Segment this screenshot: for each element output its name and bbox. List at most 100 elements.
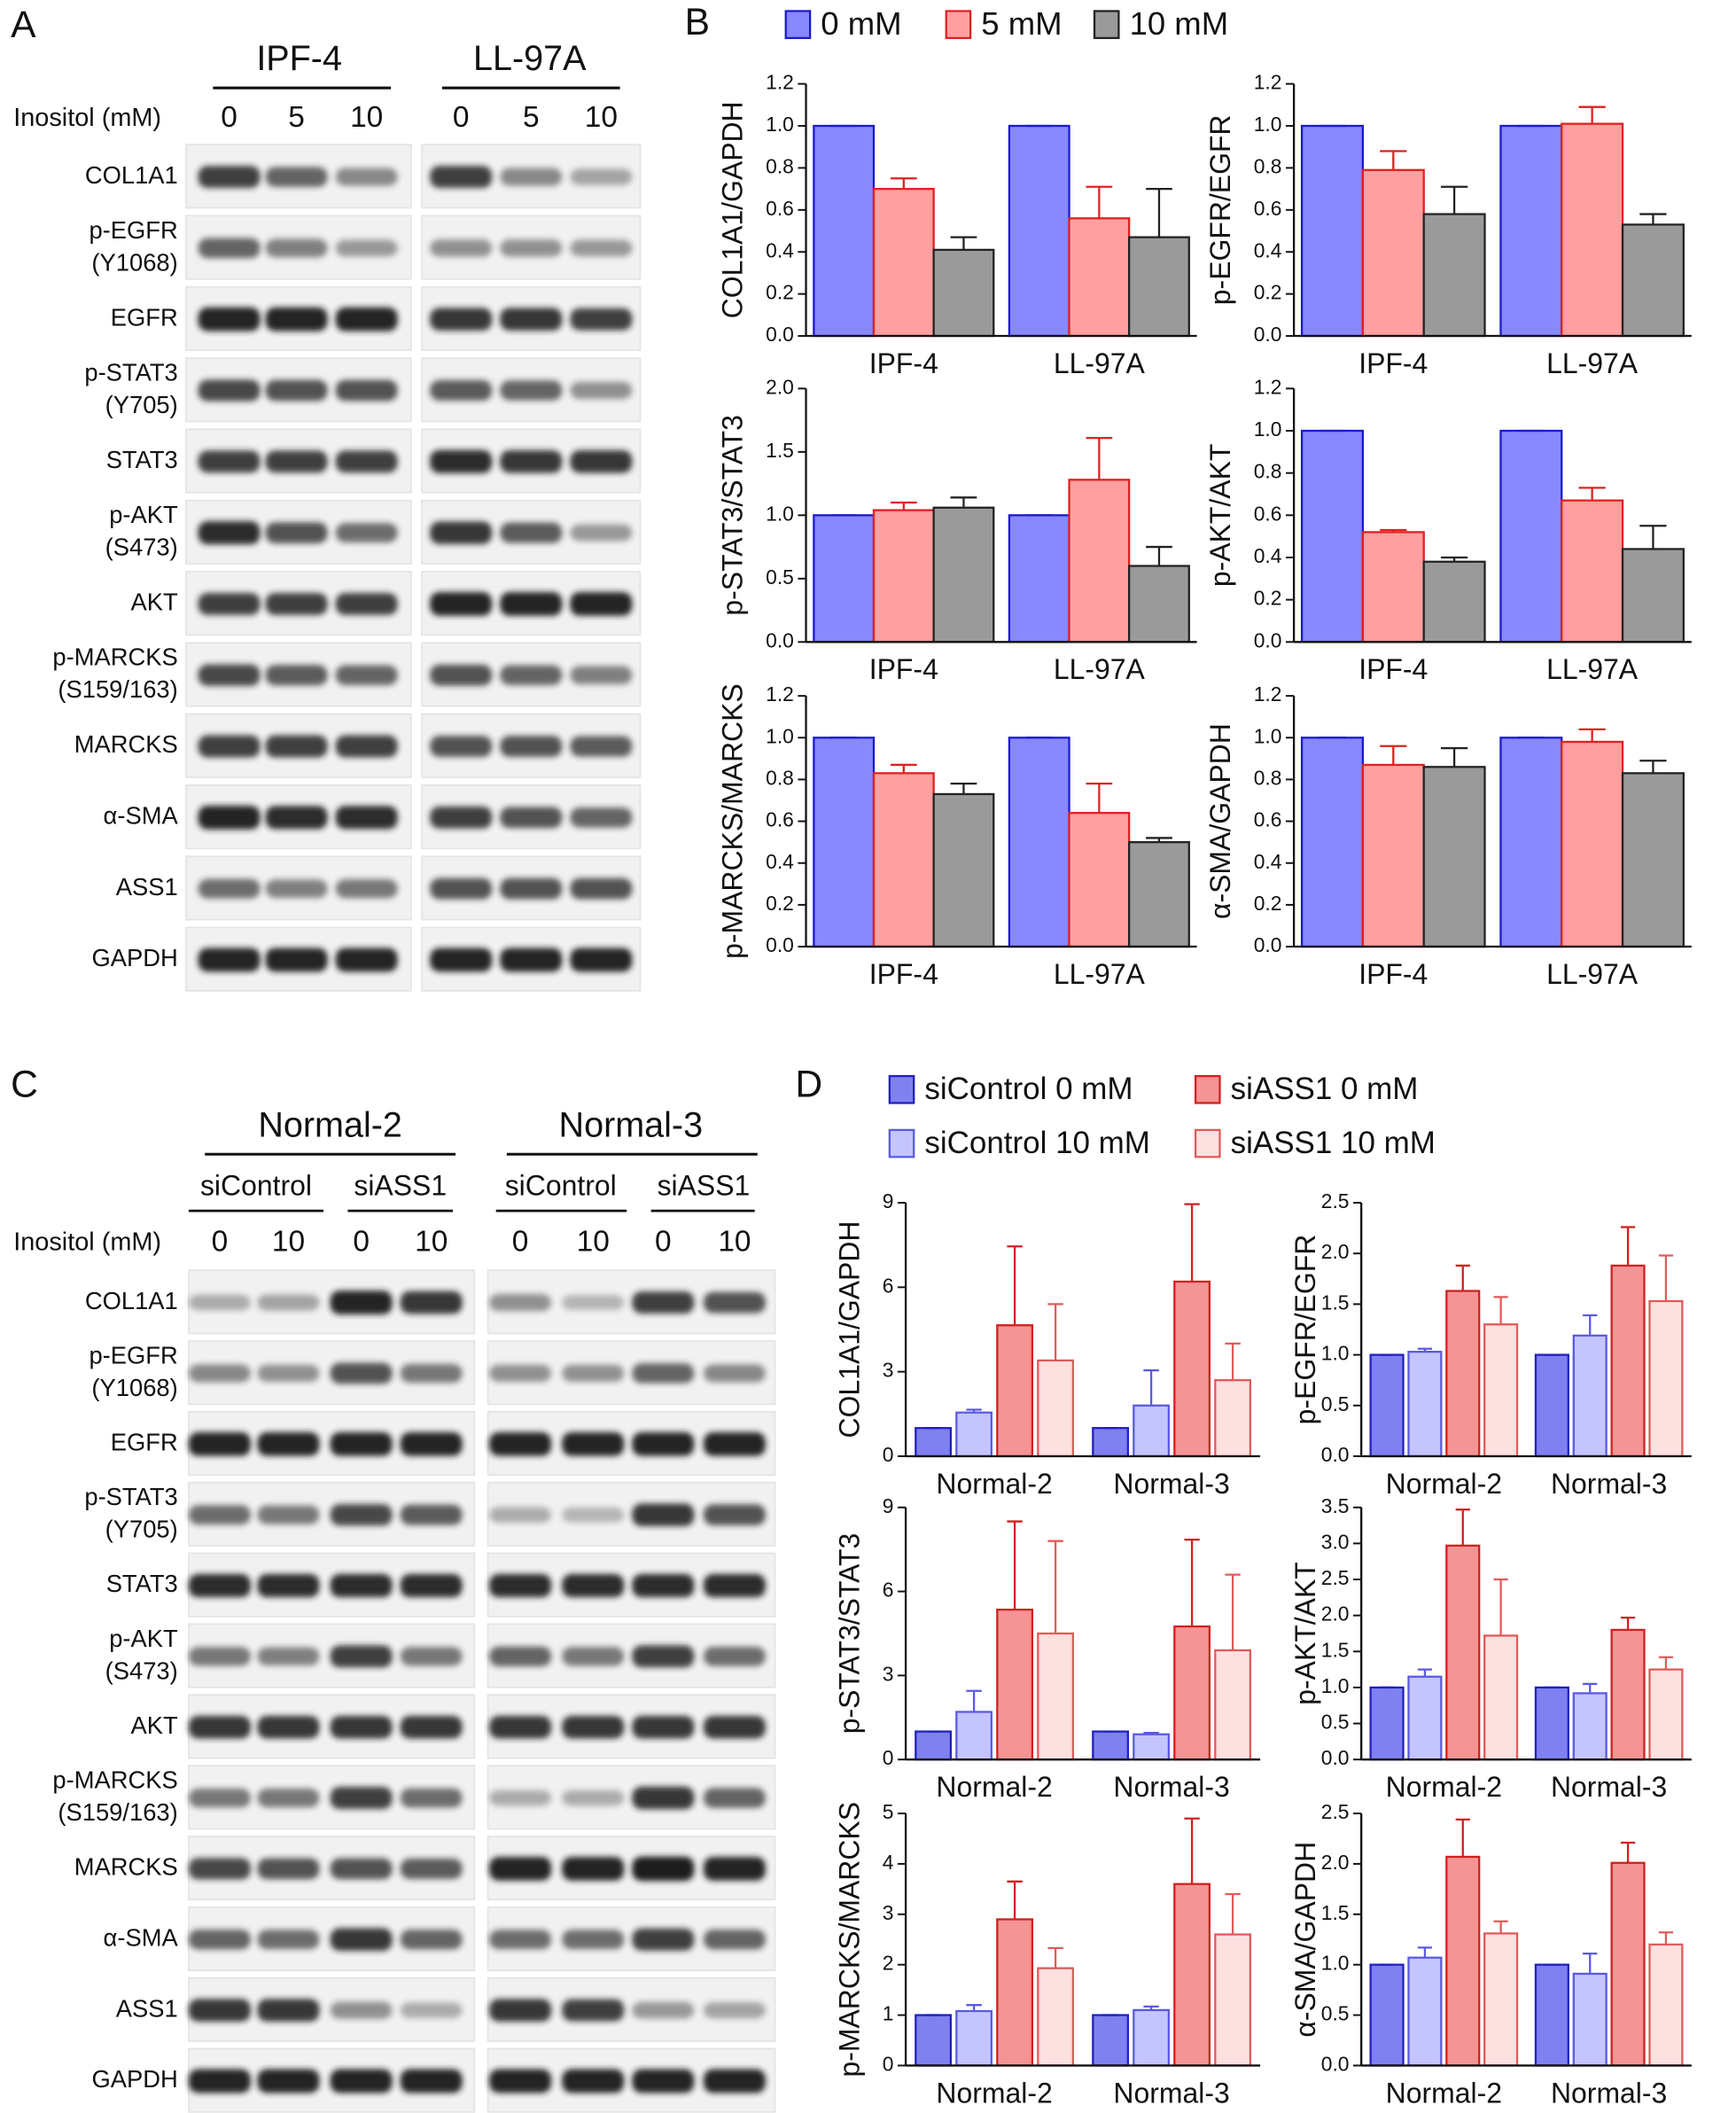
blot-band bbox=[632, 1856, 695, 1882]
y-tick-label: 0.6 bbox=[1254, 197, 1282, 220]
blot-band bbox=[570, 592, 633, 616]
x-tick-label: Normal-2 bbox=[1386, 2077, 1502, 2109]
x-tick-label: Normal-2 bbox=[936, 2077, 1052, 2109]
bar bbox=[1621, 223, 1685, 338]
blot-band bbox=[489, 1507, 552, 1523]
blot-band bbox=[570, 947, 633, 972]
blot-band bbox=[500, 522, 563, 543]
x-tick-label: Normal-2 bbox=[936, 1468, 1052, 1500]
protein-label: MARCKS bbox=[74, 730, 178, 758]
x-tick-label: LL-97A bbox=[1546, 958, 1639, 990]
protein-label: EGFR bbox=[111, 303, 178, 331]
y-tick-label: 0.4 bbox=[1254, 238, 1282, 261]
blot-band bbox=[335, 947, 398, 972]
blot-band bbox=[570, 524, 633, 542]
y-axis-label: p-EGFR/EGFR bbox=[1289, 1235, 1321, 1425]
blot-band bbox=[188, 1788, 251, 1808]
blot-band bbox=[703, 1856, 766, 1881]
y-tick-label: 3 bbox=[883, 1662, 894, 1685]
x-tick-label: LL-97A bbox=[1546, 653, 1639, 685]
legend-swatch bbox=[888, 1074, 915, 1104]
legend-label: 0 mM bbox=[821, 5, 901, 42]
y-tick-label: 0.5 bbox=[1321, 1392, 1350, 1415]
y-tick-label: 0.6 bbox=[1254, 502, 1282, 525]
blot-band bbox=[430, 449, 493, 473]
bar bbox=[932, 792, 995, 948]
y-tick-label: 1.0 bbox=[1254, 113, 1282, 136]
blot-band bbox=[489, 1789, 552, 1806]
protein-label: (Y1068) bbox=[91, 248, 177, 276]
blot-band bbox=[257, 1294, 320, 1311]
blot-band bbox=[198, 521, 261, 545]
legend-label: siControl 0 mM bbox=[924, 1072, 1133, 1106]
bar bbox=[1422, 560, 1486, 643]
blot-band bbox=[703, 1431, 766, 1456]
blot-band bbox=[430, 166, 493, 189]
lane-label: 0 bbox=[212, 1225, 229, 1258]
bar bbox=[1361, 531, 1425, 643]
bar bbox=[1173, 1883, 1211, 2067]
blot-band bbox=[489, 1573, 552, 1598]
lane-label: 0 bbox=[655, 1225, 672, 1258]
legend-label: 10 mM bbox=[1130, 5, 1229, 42]
blot-band bbox=[330, 1431, 393, 1456]
y-tick-label: 0.0 bbox=[1321, 1443, 1350, 1466]
bar bbox=[1610, 1264, 1646, 1458]
bar bbox=[1092, 1427, 1130, 1458]
protein-label: (Y705) bbox=[105, 391, 178, 418]
y-tick-label: 0.8 bbox=[1254, 154, 1282, 177]
protein-label: ASS1 bbox=[116, 1994, 178, 2022]
protein-label: α-SMA bbox=[104, 802, 179, 830]
x-tick-label: IPF-4 bbox=[869, 347, 938, 379]
y-tick-label: 1.2 bbox=[766, 71, 794, 94]
bar bbox=[996, 1324, 1034, 1458]
legend-label: siControl 10 mM bbox=[924, 1126, 1150, 1160]
y-tick-label: 0.8 bbox=[1254, 766, 1282, 789]
y-tick-label: 1.0 bbox=[1321, 1674, 1350, 1697]
protein-label: AKT bbox=[131, 589, 178, 616]
inositol-label: Inositol (mM) bbox=[13, 1228, 161, 1256]
legend-swatch bbox=[784, 10, 812, 40]
x-tick-label: Normal-3 bbox=[1113, 2077, 1229, 2109]
protein-label: α-SMA bbox=[104, 1923, 179, 1951]
protein-label: p-AKT bbox=[109, 501, 178, 528]
x-tick-label: Normal-3 bbox=[1113, 1771, 1229, 1803]
bar bbox=[1572, 1334, 1608, 1458]
blot-band bbox=[188, 1431, 251, 1456]
blot-band bbox=[257, 1858, 320, 1880]
y-tick-label: 1.0 bbox=[1321, 1952, 1350, 1975]
bar bbox=[932, 506, 995, 643]
y-tick-label: 0.0 bbox=[1254, 933, 1282, 956]
blot-band bbox=[198, 735, 261, 758]
x-tick-label: IPF-4 bbox=[1358, 958, 1428, 990]
y-tick-label: 2.5 bbox=[1321, 1189, 1350, 1212]
blot-band bbox=[632, 1291, 695, 1314]
blot-band bbox=[188, 1505, 251, 1525]
x-tick-label: Normal-2 bbox=[936, 1771, 1052, 1803]
protein-label: GAPDH bbox=[91, 944, 177, 971]
bar bbox=[813, 514, 876, 643]
bar bbox=[1445, 1855, 1481, 2067]
blot-band bbox=[570, 450, 633, 473]
y-tick-label: 1 bbox=[883, 2002, 894, 2025]
bar bbox=[1483, 1634, 1519, 1761]
bar bbox=[1214, 1933, 1252, 2067]
bar bbox=[955, 1711, 993, 1761]
blot-band bbox=[330, 1858, 393, 1880]
blot-band bbox=[335, 450, 398, 473]
legend-swatch bbox=[1093, 10, 1120, 40]
lane-label: 10 bbox=[415, 1225, 448, 1258]
blot-band bbox=[430, 239, 493, 257]
blot-band bbox=[489, 1293, 552, 1312]
bar bbox=[1068, 812, 1131, 948]
blot-band bbox=[570, 168, 633, 185]
lane-label: 10 bbox=[577, 1225, 610, 1258]
group-label: Normal-2 bbox=[258, 1105, 402, 1144]
bar bbox=[1068, 479, 1131, 643]
bar bbox=[872, 772, 935, 948]
legend-swatch bbox=[945, 10, 972, 40]
blot-band bbox=[489, 1930, 552, 1950]
protein-label: COL1A1 bbox=[85, 161, 178, 189]
group-label: LL-97A bbox=[473, 39, 587, 78]
blot-band bbox=[330, 2001, 393, 2019]
